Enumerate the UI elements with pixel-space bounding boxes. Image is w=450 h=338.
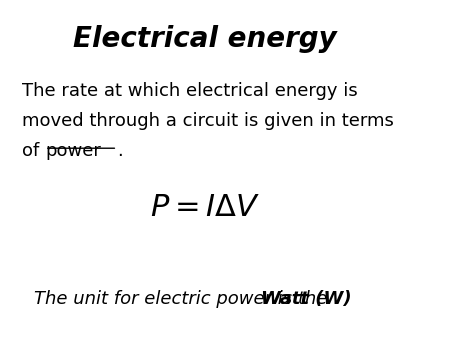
Text: power: power — [45, 142, 101, 160]
Text: of: of — [22, 142, 45, 160]
Text: Watt (W): Watt (W) — [261, 290, 351, 308]
Text: moved through a circuit is given in terms: moved through a circuit is given in term… — [22, 112, 394, 130]
Text: Electrical energy: Electrical energy — [73, 25, 337, 53]
Text: .: . — [117, 142, 123, 160]
Text: The rate at which electrical energy is: The rate at which electrical energy is — [22, 82, 357, 100]
Text: $P = I\Delta V$: $P = I\Delta V$ — [149, 192, 260, 223]
Text: The unit for electric power is the: The unit for electric power is the — [34, 290, 333, 308]
